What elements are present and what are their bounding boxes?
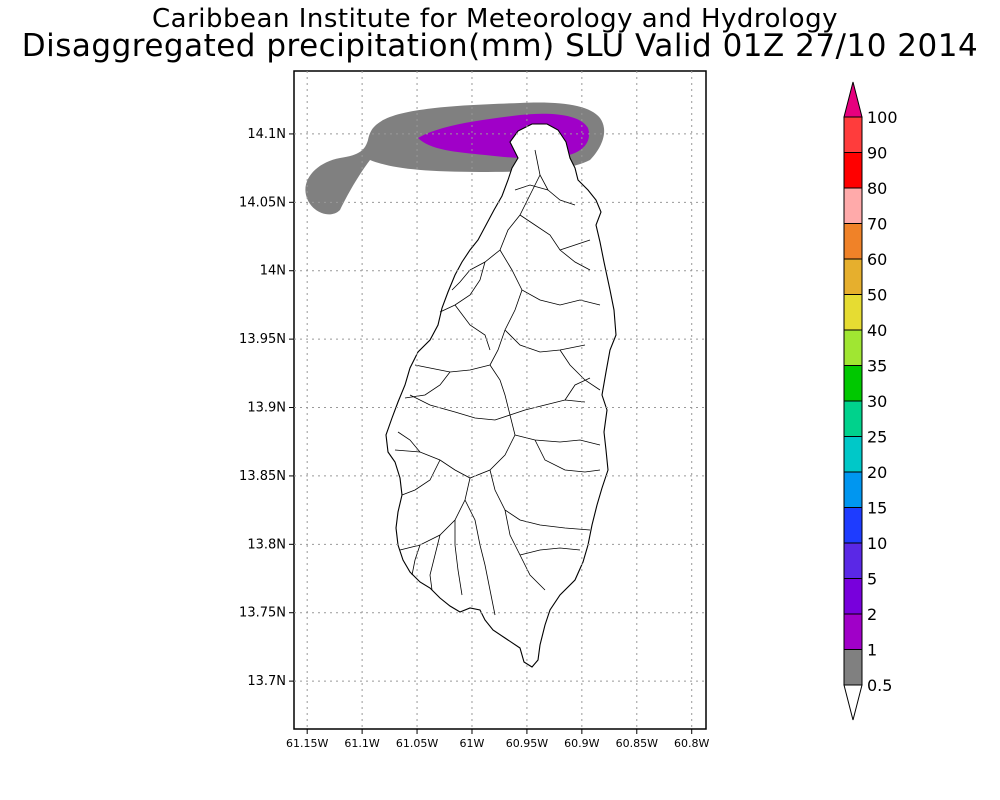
legend-level-label: 40 [867, 321, 887, 340]
lat-tick-label: 13.75N [239, 606, 286, 621]
legend-color-box [843, 471, 863, 508]
lon-tick-label: 60.8W [674, 737, 709, 750]
lat-tick-label: 13.85N [239, 469, 286, 484]
legend-level-label: 2 [867, 605, 877, 624]
legend-level-label: 80 [867, 179, 887, 198]
lat-tick-label: 14.05N [239, 195, 286, 210]
legend-level-label: 30 [867, 392, 887, 411]
legend-level-label: 50 [867, 286, 887, 305]
color-legend: 100 90 80 70 60 50 40 35 30 25 20 15 10 5 2 1 0.5 [843, 81, 898, 721]
legend-color-box [843, 649, 863, 686]
legend-level-label: 5 [867, 570, 877, 589]
legend-level-label: 20 [867, 463, 887, 482]
product-title: Disaggregated precipitation(mm) SLU Vali… [21, 28, 979, 64]
legend-level-label: 90 [867, 144, 887, 163]
lon-tick-label: 60.9W [564, 737, 599, 750]
map-frame [293, 70, 707, 730]
legend-level-label: 35 [867, 357, 887, 376]
watershed-boundaries [394, 149, 601, 616]
lat-tick-label: 14.1N [247, 127, 286, 142]
lon-tick-label: 61.05W [396, 737, 438, 750]
legend-color-box [843, 187, 863, 224]
lon-tick-label: 61.15W [286, 737, 328, 750]
map-area [305, 102, 617, 668]
legend-level-label: 1 [867, 641, 877, 660]
lat-tick-label: 13.8N [247, 537, 286, 552]
legend-level-label: 0.5 [867, 676, 892, 695]
legend-color-box [843, 223, 863, 260]
legend-color-box [843, 400, 863, 437]
legend-color-box [843, 507, 863, 544]
legend-color-box [843, 329, 863, 366]
legend-color-box [843, 152, 863, 189]
legend-color-box [843, 578, 863, 615]
lon-tick-label: 60.95W [506, 737, 548, 750]
longitude-axis: 61.15W 61.1W 61.05W 61W 60.95W 60.9W 60.85W 60.… [286, 729, 710, 750]
legend-color-box [843, 294, 863, 331]
legend-color-box [843, 542, 863, 579]
lon-tick-label: 61W [460, 737, 485, 750]
legend-level-label: 15 [867, 499, 887, 518]
legend-color-box [843, 116, 863, 153]
legend-color-box [843, 613, 863, 650]
legend-level-label: 100 [867, 108, 898, 127]
legend-bottom-triangle [843, 684, 863, 721]
legend-level-label: 25 [867, 428, 887, 447]
graticule [294, 71, 706, 729]
lat-tick-label: 13.9N [247, 401, 286, 416]
legend-level-label: 70 [867, 215, 887, 234]
legend-color-box [843, 258, 863, 295]
lon-tick-label: 61.1W [344, 737, 379, 750]
legend-color-box [843, 436, 863, 473]
legend-top-triangle [843, 81, 863, 118]
lon-tick-label: 60.85W [616, 737, 658, 750]
lat-tick-label: 13.95N [239, 332, 286, 347]
legend-color-box [843, 365, 863, 402]
latitude-axis: 14.1N 14.05N 14N 13.95N 13.9N 13.85N 13.8N 13.7… [239, 127, 294, 689]
legend-level-label: 10 [867, 534, 887, 553]
lat-tick-label: 13.7N [247, 674, 286, 689]
legend-level-label: 60 [867, 250, 887, 269]
institute-title: Caribbean Institute for Meteorology and … [152, 4, 838, 34]
lat-tick-label: 14N [260, 264, 286, 279]
